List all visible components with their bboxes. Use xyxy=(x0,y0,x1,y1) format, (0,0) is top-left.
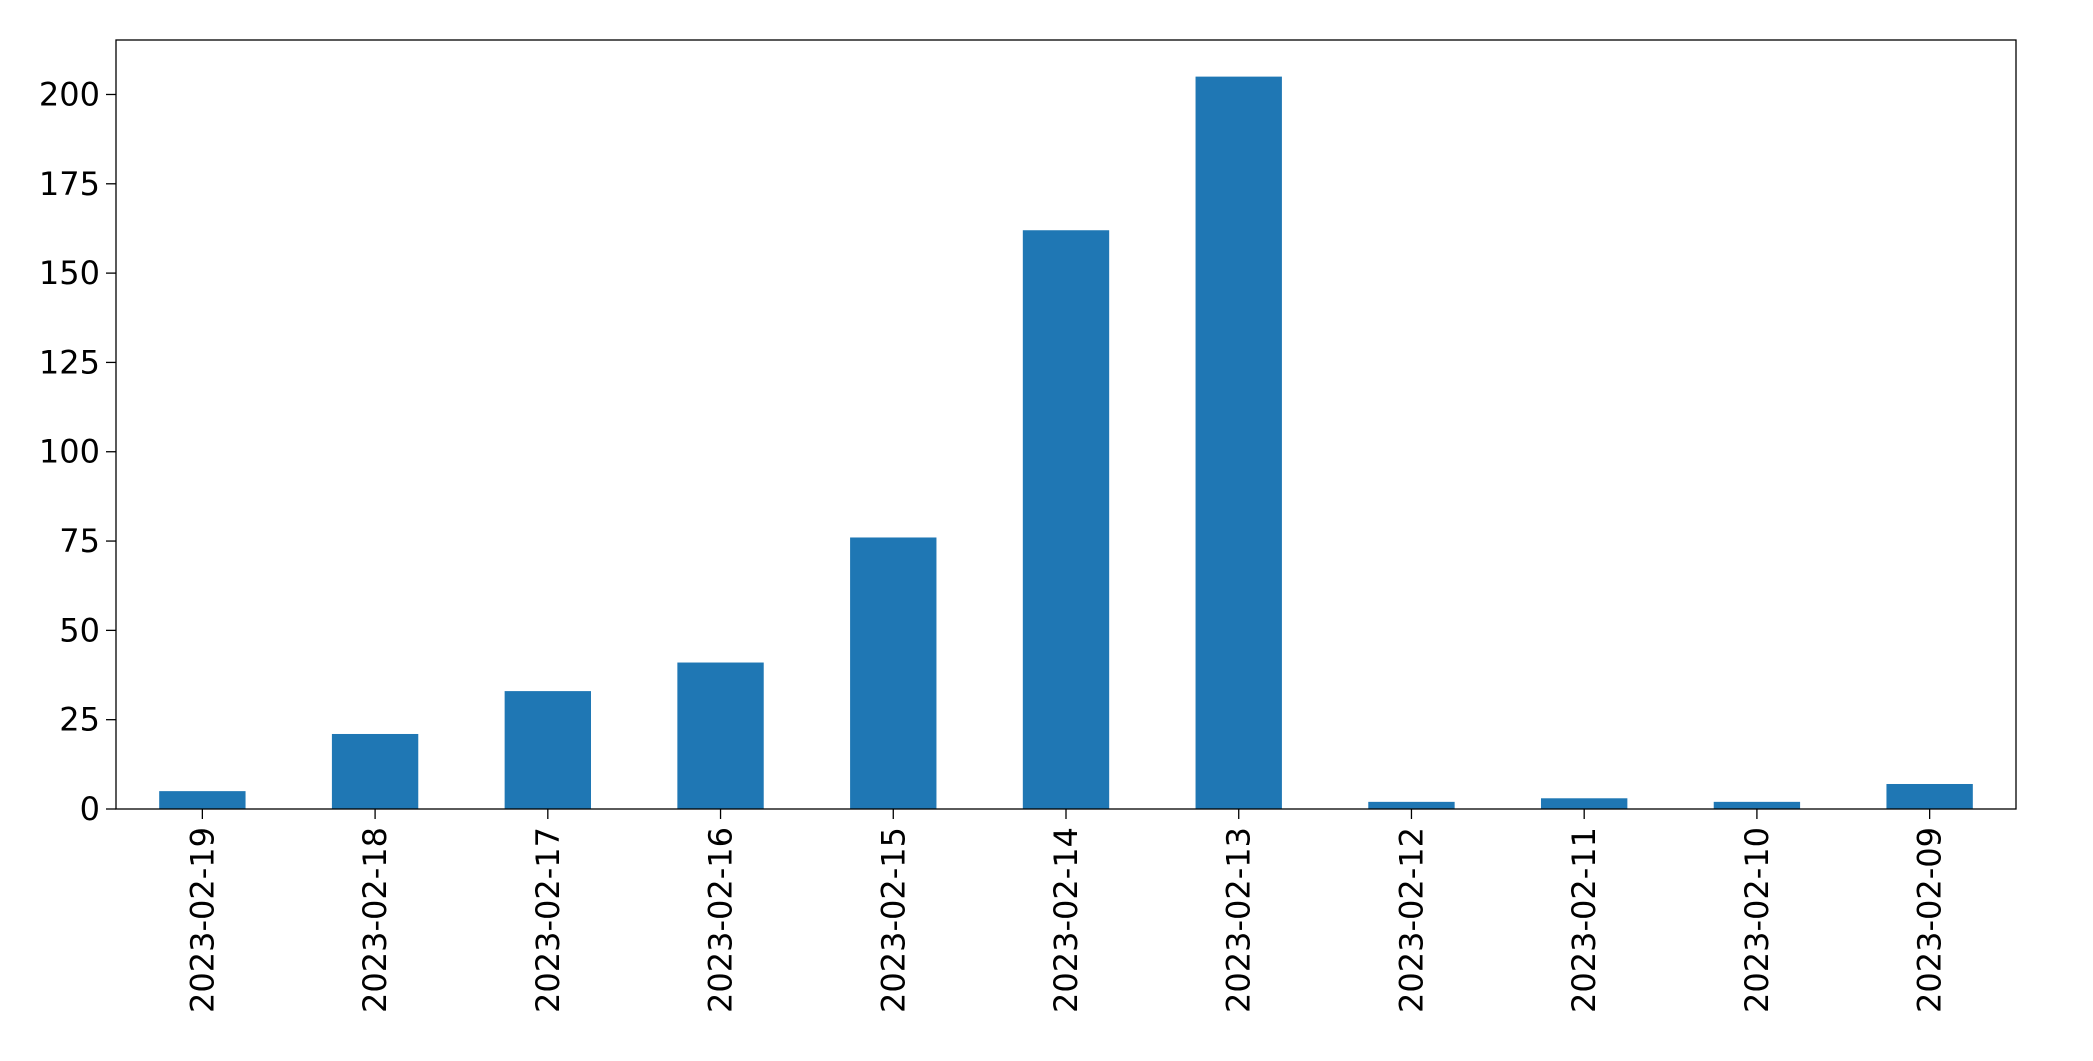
x-tick-label: 2023-02-16 xyxy=(702,827,740,1013)
y-tick-label: 25 xyxy=(59,701,100,739)
plot-frame xyxy=(115,39,2017,810)
bar xyxy=(504,691,591,809)
y-tick-label: 50 xyxy=(59,611,100,649)
x-tick-label: 2023-02-09 xyxy=(1911,827,1949,1013)
x-tick-label: 2023-02-14 xyxy=(1047,827,1085,1013)
x-tick-label: 2023-02-18 xyxy=(356,827,394,1013)
x-tick-label: 2023-02-10 xyxy=(1738,827,1776,1013)
bar xyxy=(331,733,419,809)
bar xyxy=(159,791,246,809)
bar xyxy=(1713,801,1801,809)
y-tick-label: 200 xyxy=(39,75,100,113)
bar xyxy=(1368,801,1455,809)
x-tick-label: 2023-02-19 xyxy=(183,827,221,1013)
y-tick-label: 125 xyxy=(39,343,100,381)
y-tick-label: 175 xyxy=(39,165,100,203)
bar xyxy=(1195,76,1282,810)
bar xyxy=(850,537,937,809)
bar xyxy=(677,662,764,809)
bar xyxy=(1022,230,1110,809)
x-tick-label: 2023-02-11 xyxy=(1565,827,1603,1013)
y-tick-label: 75 xyxy=(59,522,100,560)
y-tick-label: 150 xyxy=(39,254,100,292)
bar xyxy=(1541,798,1628,809)
x-tick-label: 2023-02-17 xyxy=(529,827,567,1013)
x-tick-label: 2023-02-12 xyxy=(1392,827,1430,1013)
bar xyxy=(1886,783,1973,809)
y-tick-label: 100 xyxy=(39,433,100,471)
y-tick-label: 0 xyxy=(80,790,100,828)
x-tick-label: 2023-02-15 xyxy=(874,827,912,1013)
x-tick-label: 2023-02-13 xyxy=(1220,827,1258,1013)
